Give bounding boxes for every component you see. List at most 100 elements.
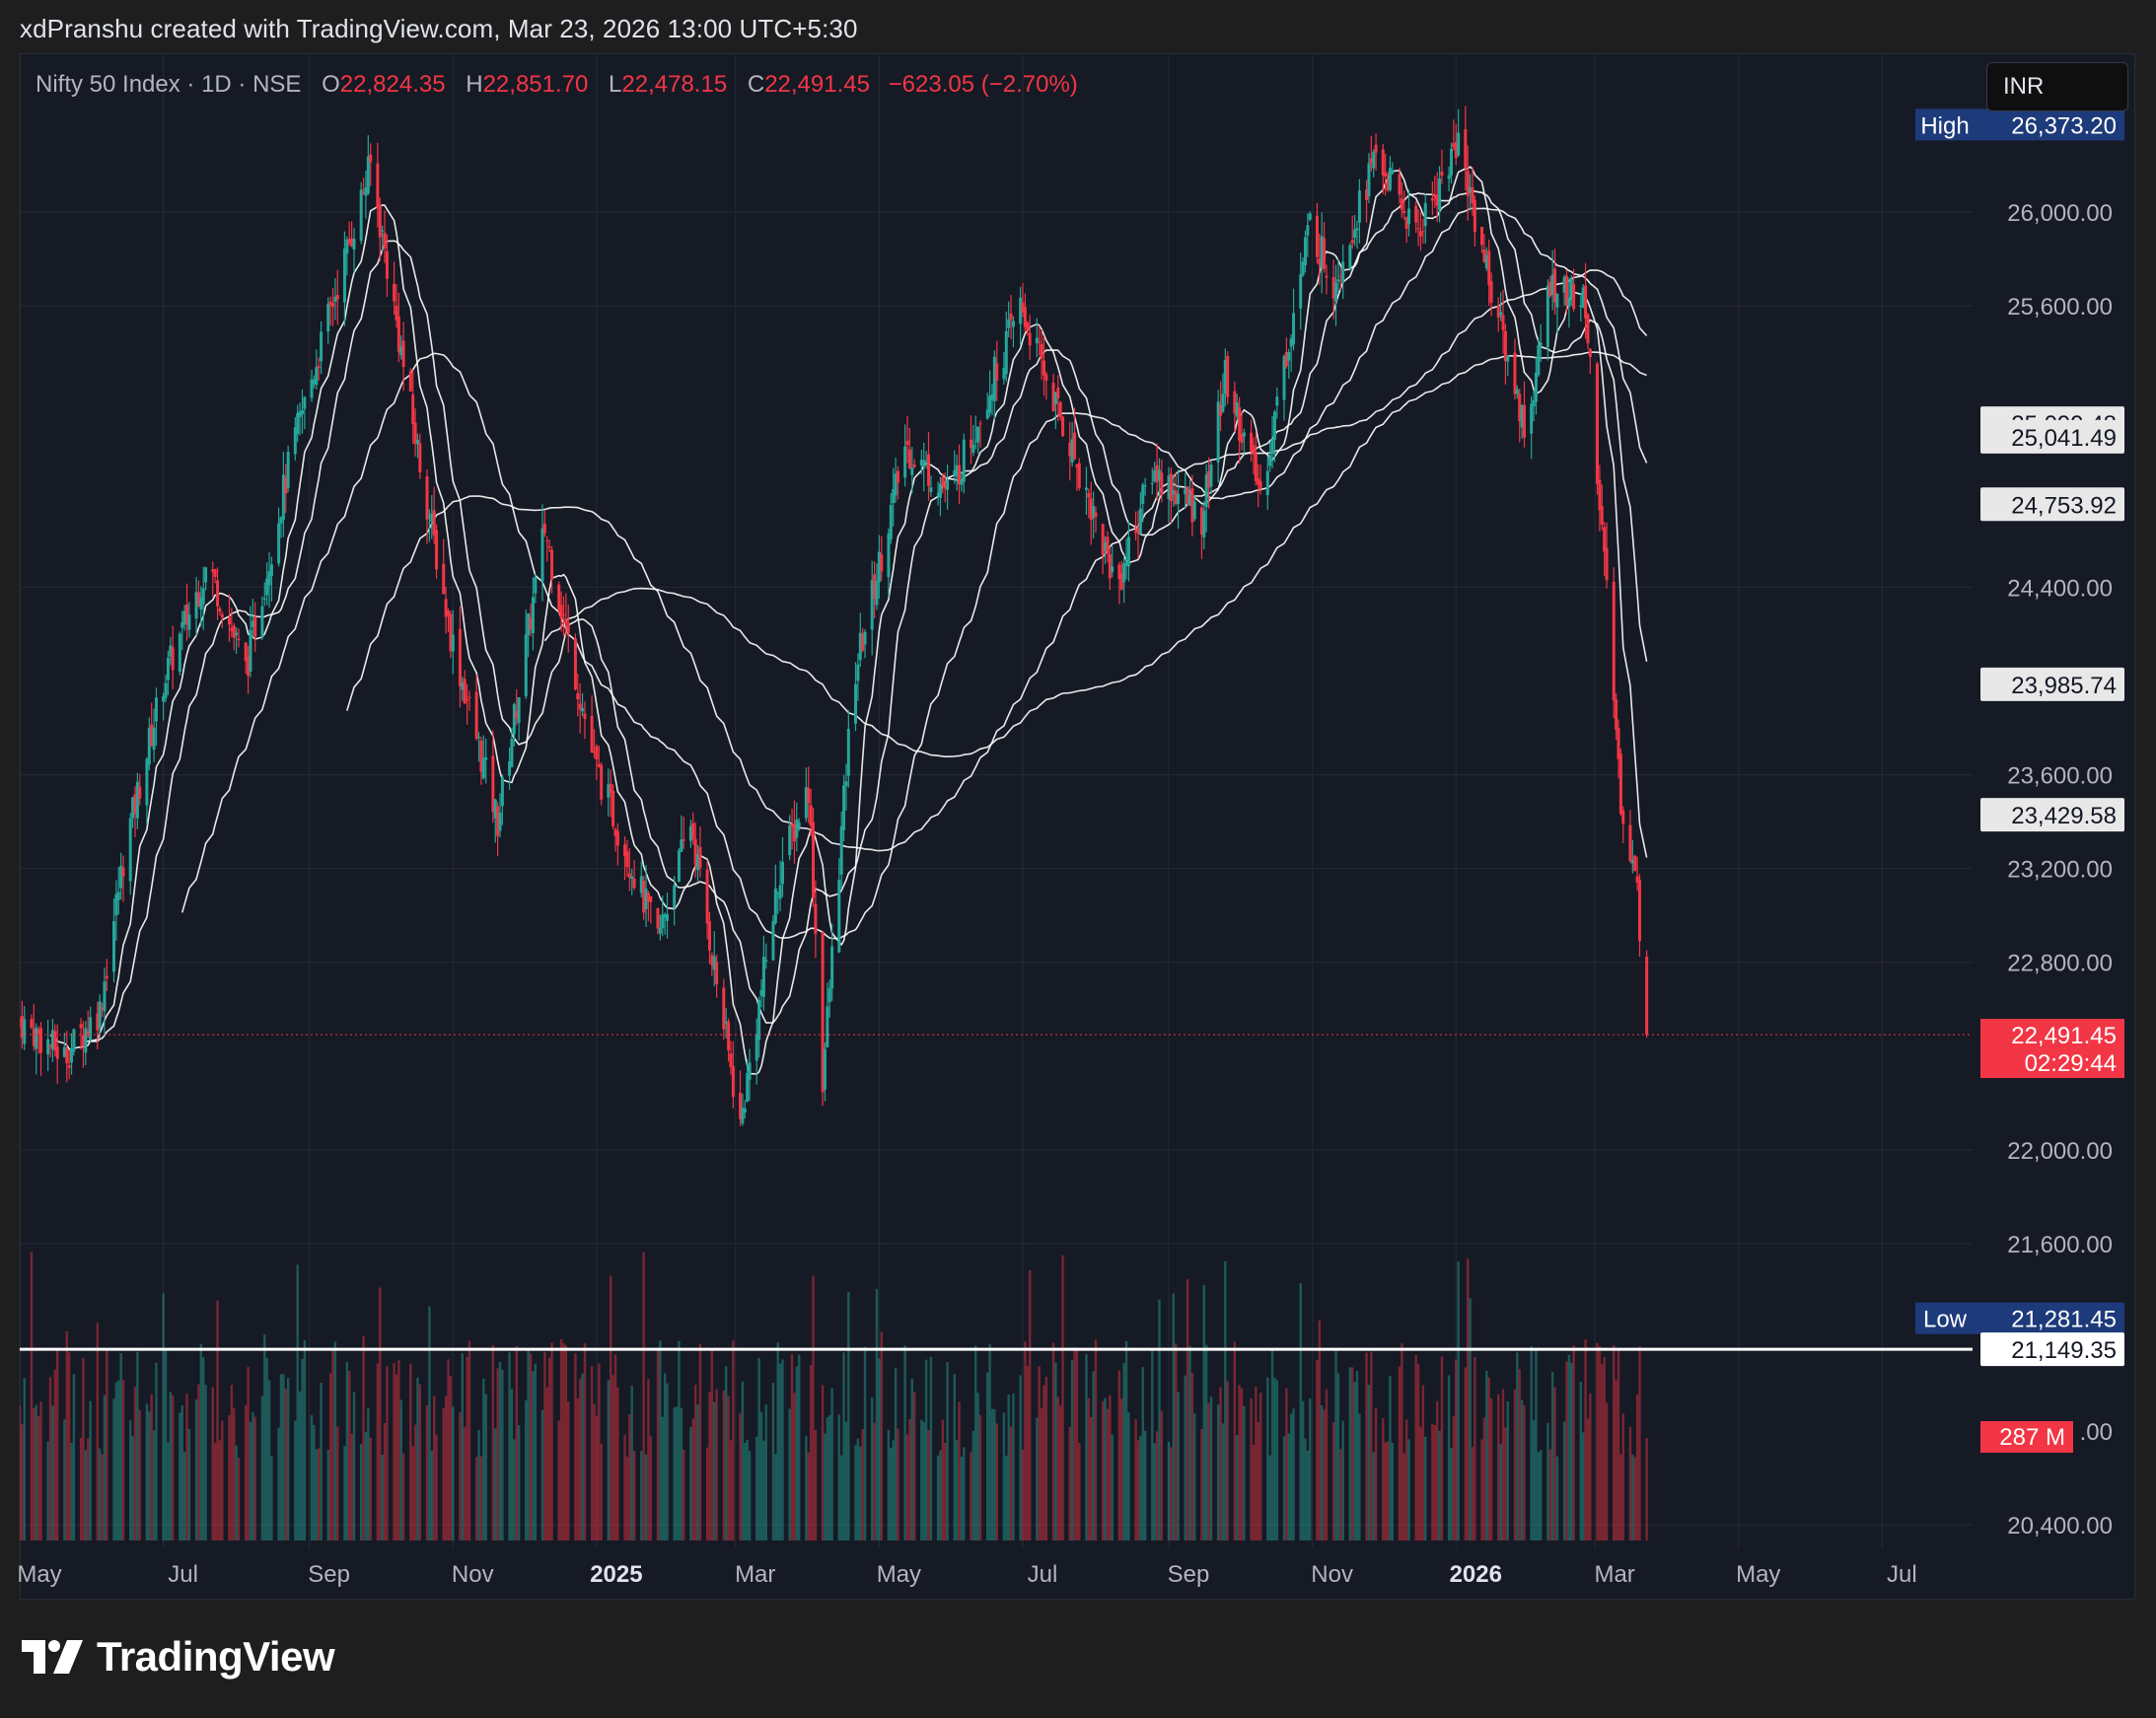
volume-bar	[1170, 1447, 1173, 1540]
candle	[1348, 245, 1352, 268]
volume-bar	[418, 1384, 422, 1540]
candle	[1051, 383, 1055, 411]
candle	[1384, 173, 1388, 178]
volume-bar	[812, 1275, 815, 1540]
volume-bar	[887, 1430, 891, 1540]
volume-bar	[837, 1414, 840, 1540]
candle	[1584, 285, 1588, 319]
volume-bar	[53, 1369, 57, 1540]
volume-bar	[970, 1451, 972, 1540]
candle	[1250, 432, 1254, 452]
candle	[262, 598, 266, 600]
volume-bar	[663, 1373, 667, 1540]
volume-bar	[559, 1338, 563, 1540]
volume-bar	[430, 1450, 433, 1540]
volume-bar	[793, 1393, 796, 1540]
candle	[969, 439, 972, 449]
candle	[597, 763, 601, 767]
volume-bar	[774, 1454, 777, 1540]
candle	[1257, 477, 1260, 485]
candle	[1414, 205, 1418, 223]
volume-bar	[459, 1412, 462, 1540]
candle	[1117, 564, 1121, 580]
volume-bar	[1226, 1381, 1229, 1540]
volume-bar	[413, 1424, 417, 1540]
candle	[1315, 215, 1319, 257]
volume-bar	[1553, 1387, 1556, 1540]
candle	[395, 306, 398, 321]
candle	[345, 239, 349, 254]
volume-bar	[20, 1404, 22, 1540]
candle	[164, 682, 168, 698]
volume-bar	[1207, 1402, 1210, 1540]
candle	[524, 634, 528, 697]
volume-bar	[1275, 1380, 1279, 1540]
volume-bar	[574, 1353, 577, 1540]
candle	[729, 1053, 733, 1068]
volume-bar	[1589, 1393, 1592, 1540]
candle	[1423, 202, 1427, 227]
candle	[1172, 490, 1176, 495]
volume-bar	[484, 1394, 487, 1540]
candle	[658, 927, 662, 934]
volume-bar	[547, 1357, 551, 1540]
volume-bar	[1193, 1413, 1196, 1540]
volume-bar	[598, 1363, 601, 1540]
high-label: H	[466, 71, 483, 98]
candle	[1226, 356, 1230, 397]
volume-bar	[1382, 1417, 1385, 1540]
volume-bar	[630, 1386, 633, 1540]
volume-bar	[715, 1389, 718, 1540]
y-axis: 26,000.00 25,600.00 24,400.00 23,600.00 23,2…	[2007, 200, 2113, 1539]
volume-bar	[36, 1415, 40, 1540]
candle	[812, 822, 816, 898]
candle	[267, 571, 271, 586]
volume-bar	[689, 1426, 692, 1540]
chart-panel[interactable]	[20, 53, 2135, 1600]
ma-label-text: 23,429.58	[2011, 803, 2117, 829]
volume-bar	[814, 1429, 818, 1540]
volume-bar	[1184, 1375, 1186, 1540]
candle	[111, 921, 115, 972]
volume-bar	[1497, 1394, 1500, 1540]
candle	[249, 629, 252, 672]
volume-bar	[1289, 1413, 1293, 1540]
volume-bar	[781, 1359, 784, 1540]
volume-bar	[623, 1434, 626, 1540]
volume-bar	[343, 1446, 346, 1540]
candle	[578, 703, 582, 710]
candle	[581, 707, 585, 712]
y-tick-label: 22,800.00	[2007, 951, 2113, 977]
volume-bar	[545, 1387, 548, 1540]
candle	[396, 316, 400, 352]
volume-bar	[79, 1437, 83, 1540]
candle	[1138, 508, 1142, 535]
low-badge: Low 21,281.45	[1915, 1302, 2124, 1334]
volume-bar	[397, 1360, 400, 1540]
candle	[1555, 294, 1559, 308]
candle	[1530, 403, 1534, 434]
candle	[1167, 475, 1171, 499]
currency-button[interactable]: INR	[1986, 62, 2128, 111]
moving-average-line	[346, 269, 1648, 852]
volume-bar	[897, 1428, 899, 1540]
candle	[912, 465, 916, 467]
candle	[958, 465, 962, 485]
x-tick-label: 2025	[590, 1561, 642, 1588]
volume-bar	[1090, 1416, 1093, 1540]
candle	[1381, 149, 1385, 176]
symbol-title[interactable]: Nifty 50 Index · 1D · NSE	[36, 71, 302, 98]
volume-bar	[649, 1436, 653, 1540]
volume-bar	[1501, 1389, 1505, 1540]
volume-bar	[155, 1362, 158, 1540]
volume-bar	[960, 1457, 964, 1540]
volume-bar	[279, 1374, 283, 1540]
volume-bar	[1306, 1450, 1310, 1540]
tradingview-logo-icon	[22, 1640, 83, 1674]
tradingview-brand[interactable]: TradingView	[22, 1633, 335, 1681]
volume-bar	[350, 1433, 353, 1540]
low-badge-bg	[1915, 1302, 2124, 1334]
candle	[493, 799, 497, 819]
volume-bar	[286, 1378, 290, 1540]
